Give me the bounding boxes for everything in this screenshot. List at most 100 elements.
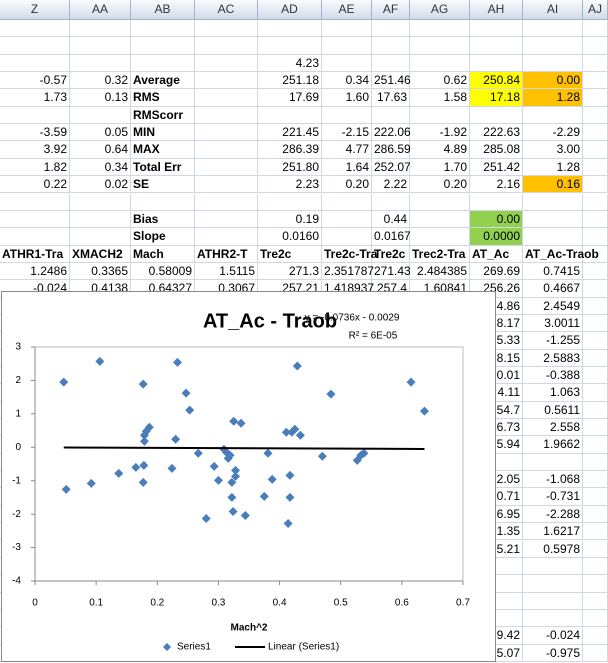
cell: 251.42	[470, 158, 523, 177]
data-point	[317, 451, 327, 461]
data-point	[290, 424, 300, 434]
cell	[583, 280, 608, 298]
cell: 2.23	[258, 176, 322, 194]
cell: SE	[131, 176, 195, 194]
cell: 1.64	[322, 158, 372, 177]
cell	[372, 193, 410, 211]
cell: 2.05	[470, 471, 523, 489]
cell	[523, 54, 583, 73]
data-point	[326, 389, 336, 399]
cell: 286.39	[258, 141, 322, 159]
cell	[0, 37, 70, 55]
cell: 9.42	[470, 627, 523, 645]
cell: AT_Ac	[470, 245, 523, 263]
cell	[470, 575, 523, 593]
cell: 5.21	[470, 540, 523, 558]
cell	[372, 20, 410, 38]
trendline	[63, 446, 425, 450]
cell	[583, 141, 608, 159]
legend-label: Series1	[177, 642, 211, 653]
cell: 0.5611	[523, 401, 583, 420]
cell: 1.58	[410, 89, 470, 107]
cell	[523, 193, 583, 211]
cell: 0.71	[470, 488, 523, 506]
cell: -1.255	[523, 332, 583, 350]
cell	[583, 540, 608, 558]
data-point	[285, 492, 295, 502]
column-header: AE	[322, 0, 372, 20]
cell	[322, 228, 372, 246]
cell: 2.5883	[523, 349, 583, 367]
data-point	[227, 492, 237, 502]
cell	[195, 106, 258, 125]
cell	[583, 453, 608, 472]
cell	[70, 210, 131, 229]
cell	[583, 436, 608, 454]
cell	[583, 158, 608, 177]
data-point	[172, 357, 182, 367]
cell: 5.94	[470, 436, 523, 454]
cell	[470, 453, 523, 472]
data-point	[185, 405, 195, 415]
cell	[131, 193, 195, 211]
data-point	[228, 506, 238, 516]
column-header: AI	[523, 0, 583, 20]
cell	[322, 106, 372, 125]
data-point	[359, 448, 369, 458]
cell: 0.32	[70, 72, 131, 90]
cell	[523, 609, 583, 628]
cell	[523, 453, 583, 472]
cell: -2.15	[322, 124, 372, 142]
data-point	[236, 418, 246, 428]
data-point	[59, 377, 69, 387]
cell	[131, 37, 195, 55]
cell: 286.59	[372, 141, 411, 159]
cell: 0.16	[523, 176, 583, 194]
column-header: AF	[372, 0, 410, 20]
cell	[583, 592, 608, 610]
cell: 0.19	[258, 210, 322, 229]
cell: Average	[131, 72, 195, 90]
cell: 17.69	[258, 89, 322, 107]
cell: Tre2c	[372, 245, 410, 263]
cell: RMScorr	[131, 106, 195, 125]
column-header: AA	[70, 0, 131, 20]
cell	[583, 314, 608, 333]
cell	[470, 609, 523, 628]
cell	[470, 54, 523, 73]
cell: Bias	[131, 210, 195, 229]
cell: -2.29	[523, 124, 583, 142]
embedded-chart[interactable]: AT_Ac - Traob y = -0.0736x - 0.0029 R² =…	[1, 291, 497, 662]
cell: 3.00	[523, 141, 583, 159]
cell: 0.34	[322, 72, 372, 90]
cell	[523, 228, 583, 246]
x-tick-label: 0.7	[456, 598, 470, 609]
cell: 0.00	[470, 210, 523, 229]
cell	[470, 106, 523, 125]
cell: 0.3365	[70, 262, 131, 281]
cell: 0.20	[410, 176, 470, 194]
cell	[583, 609, 608, 628]
y-tick-label: -4	[12, 576, 21, 587]
cell: Trec2-Tra	[410, 245, 470, 263]
cell: -1.92	[410, 124, 470, 142]
cell: 1.70	[410, 158, 470, 177]
data-point	[231, 471, 241, 481]
cell: 0.62	[410, 72, 470, 90]
data-point	[219, 444, 229, 454]
cell: 0.02	[70, 176, 131, 194]
cell: -0.024	[523, 627, 583, 645]
cell	[70, 193, 131, 211]
column-header: AJ	[583, 0, 608, 20]
cell: 4.86	[470, 297, 523, 315]
cell	[195, 89, 258, 107]
cell	[470, 592, 523, 610]
cell: 6.95	[470, 505, 523, 524]
legend-marker	[163, 643, 171, 651]
data-point	[295, 430, 305, 440]
chart-border	[1, 291, 496, 662]
cell	[583, 37, 608, 55]
cell: 0.0000	[470, 228, 523, 246]
cell	[258, 193, 322, 211]
cell	[322, 37, 372, 55]
